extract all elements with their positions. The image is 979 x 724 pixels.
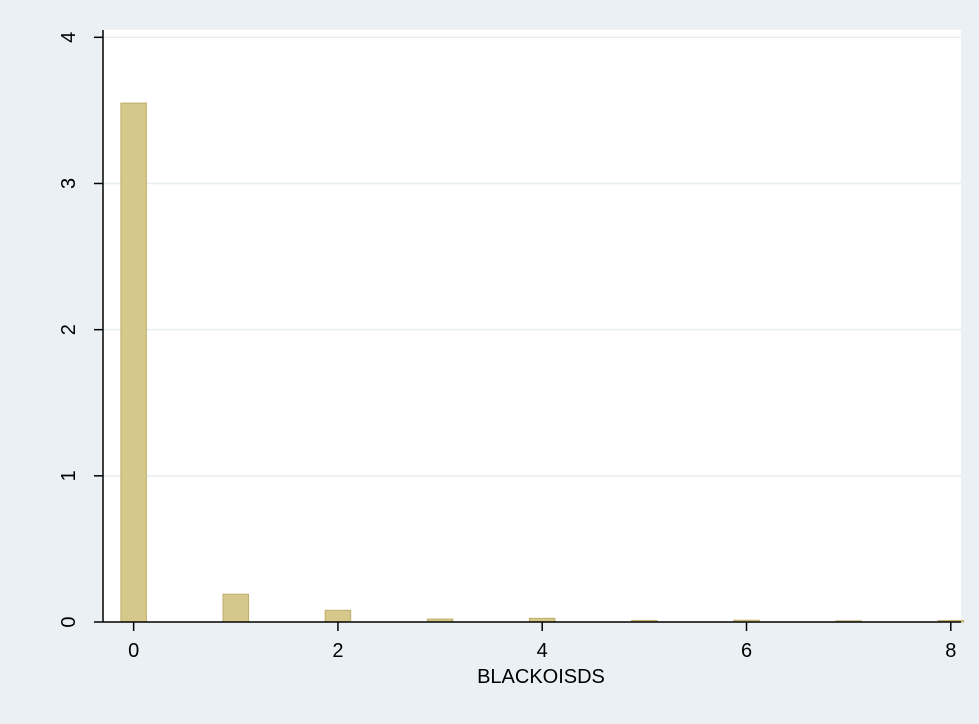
- x-axis-title: BLACKOISDS: [477, 666, 605, 688]
- grid-lines: [103, 36, 961, 477]
- y-axis-ticks: 0 1 2 3 4: [58, 32, 103, 628]
- histogram-bar: [120, 102, 147, 623]
- y-tick-label: 2: [58, 324, 80, 335]
- y-tick-label: 4: [58, 32, 80, 43]
- x-tick-label: 4: [537, 640, 548, 662]
- x-axis-ticks: 0 2 4 6 8: [128, 622, 956, 662]
- x-tick-label: 8: [945, 640, 956, 662]
- histogram-bar: [324, 609, 352, 623]
- y-tick-label: 1: [58, 470, 80, 481]
- plot-area: [103, 30, 961, 622]
- y-tick-label: 0: [58, 616, 80, 627]
- x-tick-label: 0: [128, 640, 139, 662]
- y-tick-label: 3: [58, 178, 80, 189]
- x-tick-label: 2: [332, 640, 343, 662]
- x-tick-label: 6: [741, 640, 752, 662]
- histogram-bar: [222, 593, 250, 623]
